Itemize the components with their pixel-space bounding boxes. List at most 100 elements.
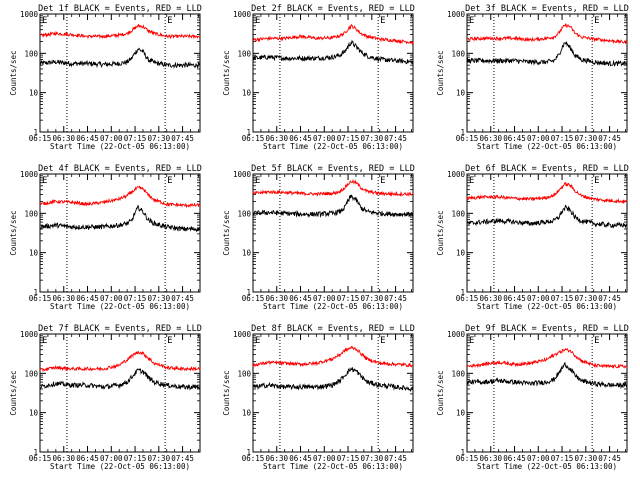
- x-axis-label: Start Time (22-Oct-05 06:13:00): [477, 302, 617, 311]
- x-tick-label: 06:30: [52, 134, 75, 143]
- x-tick-label: 06:30: [265, 134, 288, 143]
- x-tick-label: 06:15: [29, 294, 52, 303]
- x-tick-label: 07:45: [598, 454, 621, 463]
- event-marker-label: E: [167, 336, 172, 346]
- x-tick-label: 06:45: [76, 134, 99, 143]
- x-tick-label: 07:30: [361, 134, 384, 143]
- y-tick-label: 100: [24, 209, 38, 218]
- x-tick-label: 06:45: [503, 134, 526, 143]
- y-tick-label: 1: [246, 288, 251, 297]
- plot-frame: [466, 333, 628, 453]
- series-line-lld: [39, 350, 201, 373]
- x-tick-label: 07:00: [100, 294, 123, 303]
- y-tick-label: 100: [24, 369, 38, 378]
- panel-det-9: Det 9f BLACK = Events, RED = LLD 1 10 100 10…: [436, 324, 629, 471]
- y-tick-label: 100: [237, 49, 251, 58]
- series-line-events: [252, 366, 414, 392]
- x-tick-label: 06:30: [265, 454, 288, 463]
- x-tick-label: 06:15: [456, 454, 479, 463]
- panel-det-3: Det 3f BLACK = Events, RED = LLD 1 10 100 10…: [436, 4, 629, 151]
- series-line-events: [252, 194, 414, 219]
- x-tick-label: 06:30: [52, 454, 75, 463]
- y-tick-label: 1000: [233, 330, 252, 339]
- y-tick-label: 1: [460, 128, 465, 137]
- y-tick-label: 10: [29, 409, 39, 418]
- x-tick-label: 07:00: [100, 134, 123, 143]
- panel-det-5: Det 5f BLACK = Events, RED = LLD 1 10 100 10…: [222, 164, 415, 311]
- x-tick-label: 06:15: [456, 294, 479, 303]
- y-axis-label: Counts/sec: [222, 370, 231, 415]
- series-line-lld: [466, 182, 628, 205]
- x-tick-label: 06:30: [479, 294, 502, 303]
- event-marker-label: E: [594, 16, 599, 26]
- x-tick-label: 07:00: [313, 454, 336, 463]
- x-tick-label: 07:15: [124, 294, 147, 303]
- y-tick-label: 1000: [233, 170, 252, 179]
- y-tick-label: 1: [246, 128, 251, 137]
- series-line-lld: [252, 345, 414, 368]
- y-tick-label: 1000: [447, 170, 466, 179]
- plot-frame: [252, 333, 414, 453]
- x-tick-label: 07:15: [124, 134, 147, 143]
- series-line-lld: [252, 178, 414, 197]
- series-line-events: [39, 47, 201, 69]
- event-marker-label: E: [255, 336, 260, 346]
- y-tick-label: 10: [242, 409, 252, 418]
- y-tick-label: 10: [456, 249, 466, 258]
- x-tick-label: 06:30: [479, 134, 502, 143]
- y-axis-label: Counts/sec: [222, 210, 231, 255]
- x-tick-label: 06:45: [76, 294, 99, 303]
- y-tick-label: 10: [242, 89, 252, 98]
- y-tick-label: 10: [456, 89, 466, 98]
- event-marker-label: E: [42, 176, 47, 186]
- x-tick-label: 07:45: [384, 454, 407, 463]
- y-tick-label: 10: [456, 409, 466, 418]
- x-tick-label: 07:45: [384, 294, 407, 303]
- series-line-lld: [252, 23, 414, 46]
- plot-frame: [466, 173, 628, 293]
- y-axis-label: Counts/sec: [9, 370, 18, 415]
- y-tick-label: 100: [451, 49, 465, 58]
- event-marker-label: E: [255, 176, 260, 186]
- y-tick-label: 1000: [20, 10, 39, 19]
- x-axis-label: Start Time (22-Oct-05 06:13:00): [477, 462, 617, 471]
- x-tick-label: 07:45: [384, 134, 407, 143]
- y-tick-label: 100: [451, 369, 465, 378]
- panel-title: Det 5f BLACK = Events, RED = LLD: [251, 164, 415, 174]
- x-tick-label: 07:00: [100, 454, 123, 463]
- x-tick-label: 07:45: [598, 134, 621, 143]
- x-tick-label: 07:45: [171, 294, 194, 303]
- panel-title: Det 2f BLACK = Events, RED = LLD: [251, 4, 415, 14]
- y-tick-label: 100: [451, 209, 465, 218]
- event-marker-label: E: [380, 176, 385, 186]
- plot-frame: [252, 173, 414, 293]
- y-axis-label: Counts/sec: [436, 210, 445, 255]
- event-marker-label: E: [380, 336, 385, 346]
- x-axis-label: Start Time (22-Oct-05 06:13:00): [50, 142, 190, 151]
- series-line-lld: [466, 347, 628, 369]
- y-tick-label: 1000: [233, 10, 252, 19]
- x-tick-label: 07:30: [361, 454, 384, 463]
- x-tick-label: 07:00: [527, 294, 550, 303]
- panel-title: Det 6f BLACK = Events, RED = LLD: [465, 164, 629, 174]
- x-tick-label: 07:30: [148, 294, 171, 303]
- x-axis-label: Start Time (22-Oct-05 06:13:00): [263, 462, 403, 471]
- x-axis-label: Start Time (22-Oct-05 06:13:00): [263, 302, 403, 311]
- plot-frame: [39, 173, 201, 293]
- event-marker-label: E: [469, 176, 474, 186]
- x-tick-label: 06:15: [29, 134, 52, 143]
- series-line-lld: [466, 23, 628, 45]
- x-tick-label: 07:30: [575, 134, 598, 143]
- y-tick-label: 100: [24, 49, 38, 58]
- y-tick-label: 100: [237, 209, 251, 218]
- plot-frame: [39, 13, 201, 133]
- y-axis-label: Counts/sec: [9, 210, 18, 255]
- event-marker-label: E: [255, 16, 260, 26]
- x-tick-label: 07:15: [551, 454, 574, 463]
- x-tick-label: 07:15: [124, 454, 147, 463]
- x-tick-label: 07:15: [337, 454, 360, 463]
- x-tick-label: 07:15: [337, 294, 360, 303]
- event-marker-label: E: [594, 176, 599, 186]
- panel-det-8: Det 8f BLACK = Events, RED = LLD 1 10 100 10…: [222, 324, 415, 471]
- y-axis-label: Counts/sec: [222, 50, 231, 95]
